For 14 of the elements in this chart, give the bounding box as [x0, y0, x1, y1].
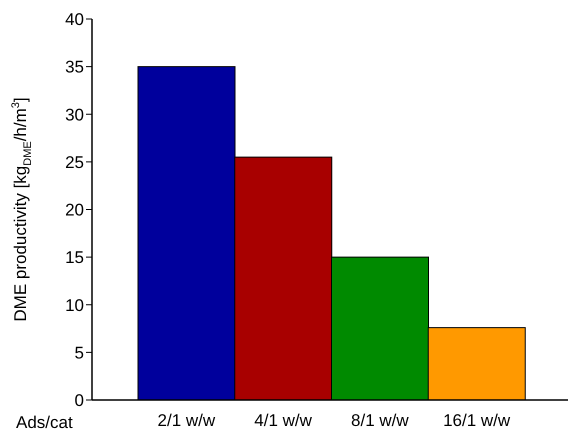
x-tick-label: 8/1 w/w — [351, 411, 410, 430]
x-tick-label: 4/1 w/w — [254, 411, 313, 430]
y-tick-label: 10 — [65, 296, 84, 315]
y-tick-label: 40 — [65, 10, 84, 30]
y-tick-label: 30 — [65, 105, 84, 124]
x-tick-label: 2/1 w/w — [158, 411, 216, 430]
y-tick-label: 15 — [65, 248, 84, 268]
y-tick-label: 35 — [65, 58, 84, 77]
x-axis-title: Ads/cat — [16, 413, 73, 433]
y-tick-label: 25 — [65, 152, 84, 172]
y-tick-label: 0 — [74, 391, 84, 410]
y-tick-label: 5 — [74, 343, 84, 362]
x-tick-label: 16/1 w/w — [443, 411, 511, 430]
y-tick-label: 20 — [65, 200, 84, 220]
